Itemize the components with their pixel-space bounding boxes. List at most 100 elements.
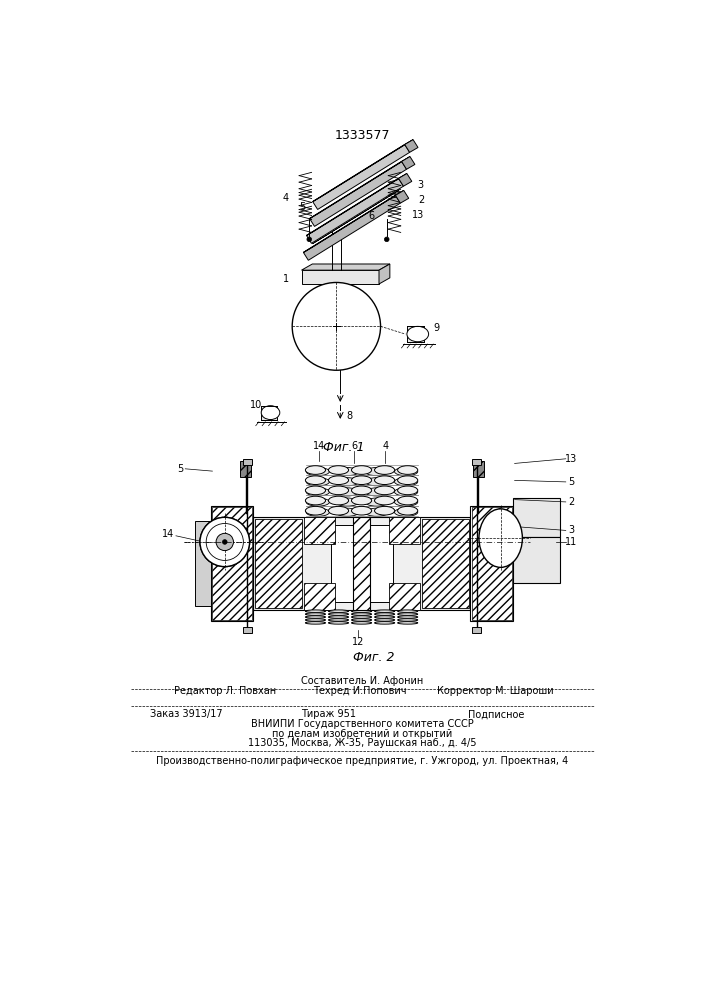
Ellipse shape bbox=[305, 619, 325, 621]
Polygon shape bbox=[307, 178, 404, 243]
Ellipse shape bbox=[305, 476, 325, 485]
Ellipse shape bbox=[305, 486, 325, 495]
Text: 4: 4 bbox=[382, 441, 388, 451]
Ellipse shape bbox=[306, 478, 329, 486]
Ellipse shape bbox=[397, 496, 418, 505]
Ellipse shape bbox=[329, 610, 349, 612]
Ellipse shape bbox=[395, 478, 418, 486]
Text: 8: 8 bbox=[346, 411, 353, 421]
Polygon shape bbox=[404, 140, 418, 152]
Text: по делам изобретений и открытий: по делам изобретений и открытий bbox=[271, 729, 452, 739]
Ellipse shape bbox=[375, 619, 395, 621]
Text: 3: 3 bbox=[568, 525, 574, 535]
Ellipse shape bbox=[306, 498, 329, 506]
Bar bbox=[304, 583, 335, 610]
Bar bbox=[472, 459, 481, 465]
Ellipse shape bbox=[351, 619, 372, 621]
Polygon shape bbox=[312, 140, 413, 202]
Ellipse shape bbox=[395, 468, 418, 476]
Polygon shape bbox=[307, 174, 407, 236]
Text: 1333577: 1333577 bbox=[334, 129, 390, 142]
Ellipse shape bbox=[397, 619, 418, 621]
Ellipse shape bbox=[351, 486, 372, 495]
Polygon shape bbox=[312, 190, 399, 244]
Ellipse shape bbox=[329, 466, 349, 474]
Ellipse shape bbox=[261, 406, 280, 420]
Ellipse shape bbox=[305, 466, 325, 474]
Bar bbox=[195, 521, 211, 606]
Ellipse shape bbox=[329, 616, 349, 618]
Ellipse shape bbox=[395, 508, 418, 516]
Ellipse shape bbox=[305, 496, 325, 505]
Ellipse shape bbox=[351, 613, 372, 615]
Bar bbox=[354, 517, 370, 610]
Bar bbox=[304, 517, 335, 544]
Polygon shape bbox=[303, 195, 400, 260]
Ellipse shape bbox=[329, 496, 349, 505]
Ellipse shape bbox=[375, 613, 395, 615]
Text: 13: 13 bbox=[565, 454, 578, 464]
Ellipse shape bbox=[351, 610, 372, 612]
Ellipse shape bbox=[365, 508, 388, 516]
Text: 10: 10 bbox=[250, 400, 263, 410]
Ellipse shape bbox=[336, 508, 359, 516]
Text: Фиг. 1: Фиг. 1 bbox=[323, 441, 365, 454]
Bar bbox=[389, 517, 420, 544]
Ellipse shape bbox=[375, 476, 395, 485]
Text: Производственно-полиграфическое предприятие, г. Ужгород, ул. Проектная, 4: Производственно-полиграфическое предприя… bbox=[156, 756, 568, 766]
Text: Подписное: Подписное bbox=[468, 709, 525, 719]
Ellipse shape bbox=[395, 488, 418, 496]
Ellipse shape bbox=[375, 486, 395, 495]
Ellipse shape bbox=[397, 610, 418, 612]
Ellipse shape bbox=[329, 619, 349, 621]
Bar bbox=[389, 583, 420, 610]
Text: Техред И.Попович: Техред И.Попович bbox=[313, 686, 407, 696]
Polygon shape bbox=[301, 270, 379, 284]
Ellipse shape bbox=[395, 498, 418, 506]
Ellipse shape bbox=[329, 486, 349, 495]
Ellipse shape bbox=[397, 476, 418, 485]
Ellipse shape bbox=[329, 622, 349, 624]
Text: Фиг. 2: Фиг. 2 bbox=[353, 651, 395, 664]
Bar bbox=[253, 517, 470, 610]
Ellipse shape bbox=[397, 466, 418, 474]
Ellipse shape bbox=[365, 498, 388, 506]
Circle shape bbox=[385, 237, 389, 242]
Ellipse shape bbox=[306, 468, 329, 476]
Bar bbox=[261, 406, 276, 420]
Ellipse shape bbox=[351, 466, 372, 474]
Text: 2: 2 bbox=[419, 195, 425, 205]
Text: Корректор М. Шароши: Корректор М. Шароши bbox=[437, 686, 554, 696]
Ellipse shape bbox=[336, 468, 359, 476]
Ellipse shape bbox=[375, 610, 395, 612]
Ellipse shape bbox=[305, 506, 325, 515]
Ellipse shape bbox=[329, 476, 349, 485]
Bar bbox=[472, 507, 512, 620]
Ellipse shape bbox=[365, 468, 388, 476]
Ellipse shape bbox=[375, 506, 395, 515]
Bar bbox=[422, 519, 469, 608]
Circle shape bbox=[292, 282, 380, 370]
Bar bbox=[407, 326, 424, 342]
Text: 5: 5 bbox=[177, 464, 183, 474]
Text: Составитель И. Афонин: Составитель И. Афонин bbox=[300, 676, 423, 686]
Bar bbox=[211, 506, 253, 621]
Bar bbox=[212, 507, 252, 620]
Text: 14: 14 bbox=[162, 529, 175, 539]
Ellipse shape bbox=[397, 616, 418, 618]
Ellipse shape bbox=[336, 498, 359, 506]
Bar bbox=[243, 459, 252, 465]
Ellipse shape bbox=[329, 506, 349, 515]
Text: Заказ 3913/17: Заказ 3913/17 bbox=[151, 709, 223, 719]
Polygon shape bbox=[303, 190, 404, 252]
Bar bbox=[331, 525, 393, 602]
Text: 14: 14 bbox=[313, 441, 325, 451]
Ellipse shape bbox=[375, 466, 395, 474]
Ellipse shape bbox=[365, 488, 388, 496]
Bar bbox=[243, 627, 252, 633]
Polygon shape bbox=[301, 264, 390, 270]
Ellipse shape bbox=[306, 508, 329, 516]
Bar bbox=[473, 461, 484, 477]
Polygon shape bbox=[310, 157, 410, 219]
Ellipse shape bbox=[397, 622, 418, 624]
